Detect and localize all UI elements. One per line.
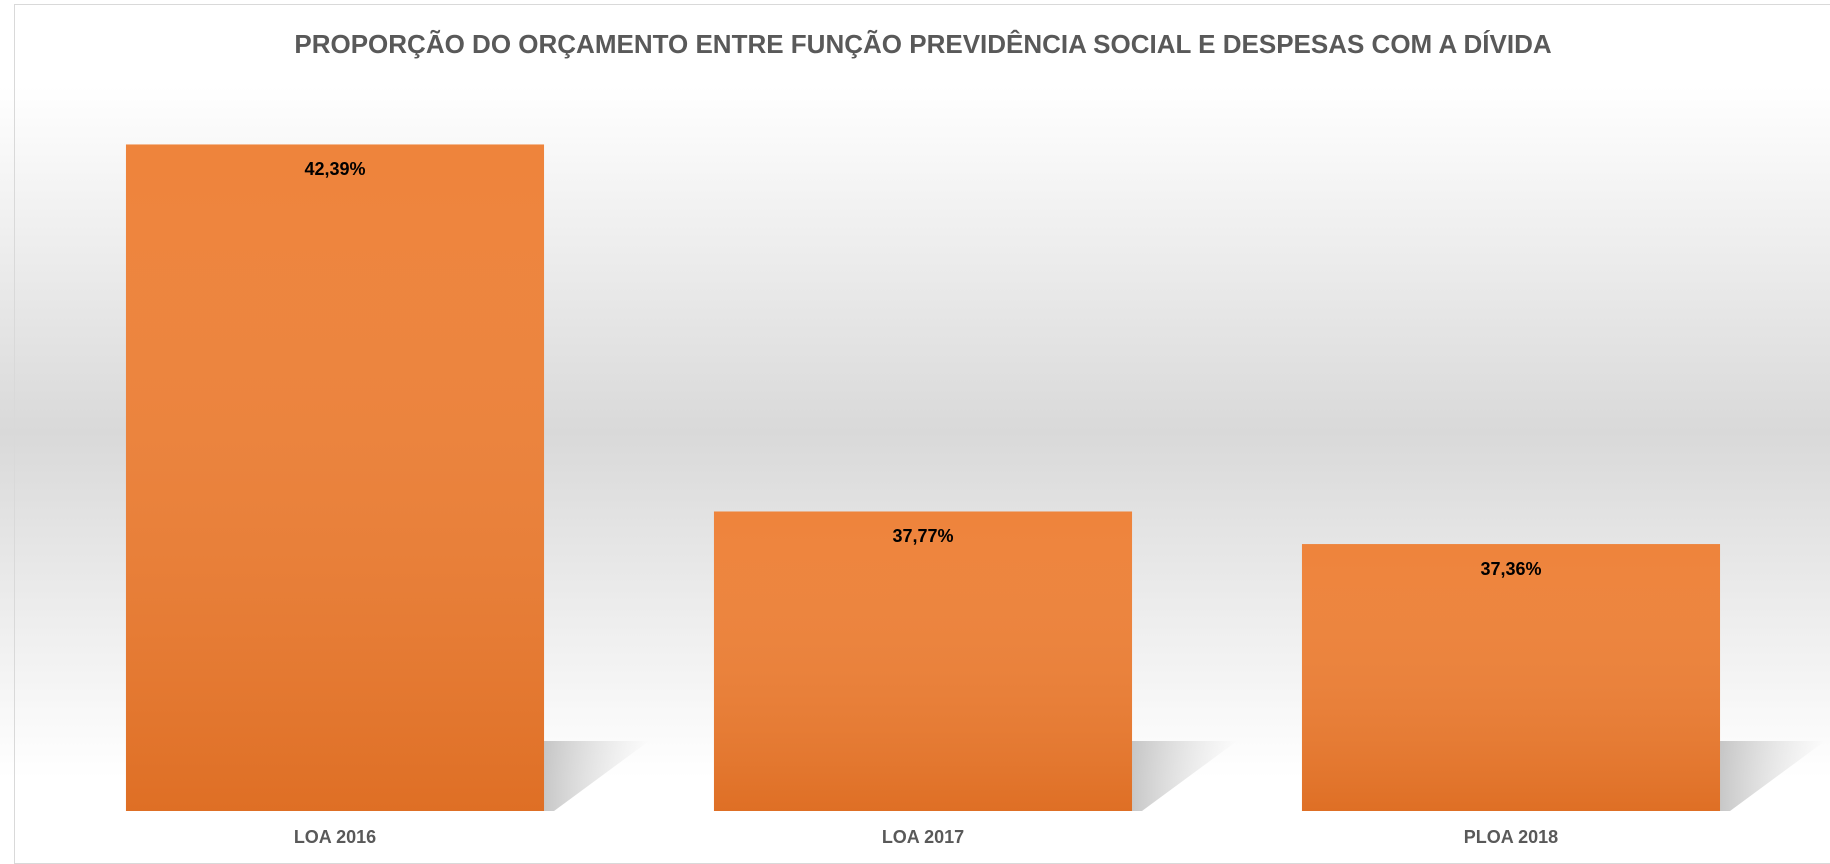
x-tick-label: LOA 2017 [882,827,964,847]
bar-shade [125,144,545,811]
bar-shadow [1132,741,1238,811]
chart-title: PROPORÇÃO DO ORÇAMENTO ENTRE FUNÇÃO PREV… [294,29,1551,59]
data-label: 37,77% [892,526,953,546]
bar-shadow [544,741,650,811]
bar-shade [713,511,1133,811]
data-label: 42,39% [304,159,365,179]
x-tick-label: LOA 2016 [294,827,376,847]
data-label: 37,36% [1480,559,1541,579]
bar-shade [1301,544,1721,811]
x-tick-label: PLOA 2018 [1464,827,1558,847]
bar-shadow [1720,741,1826,811]
